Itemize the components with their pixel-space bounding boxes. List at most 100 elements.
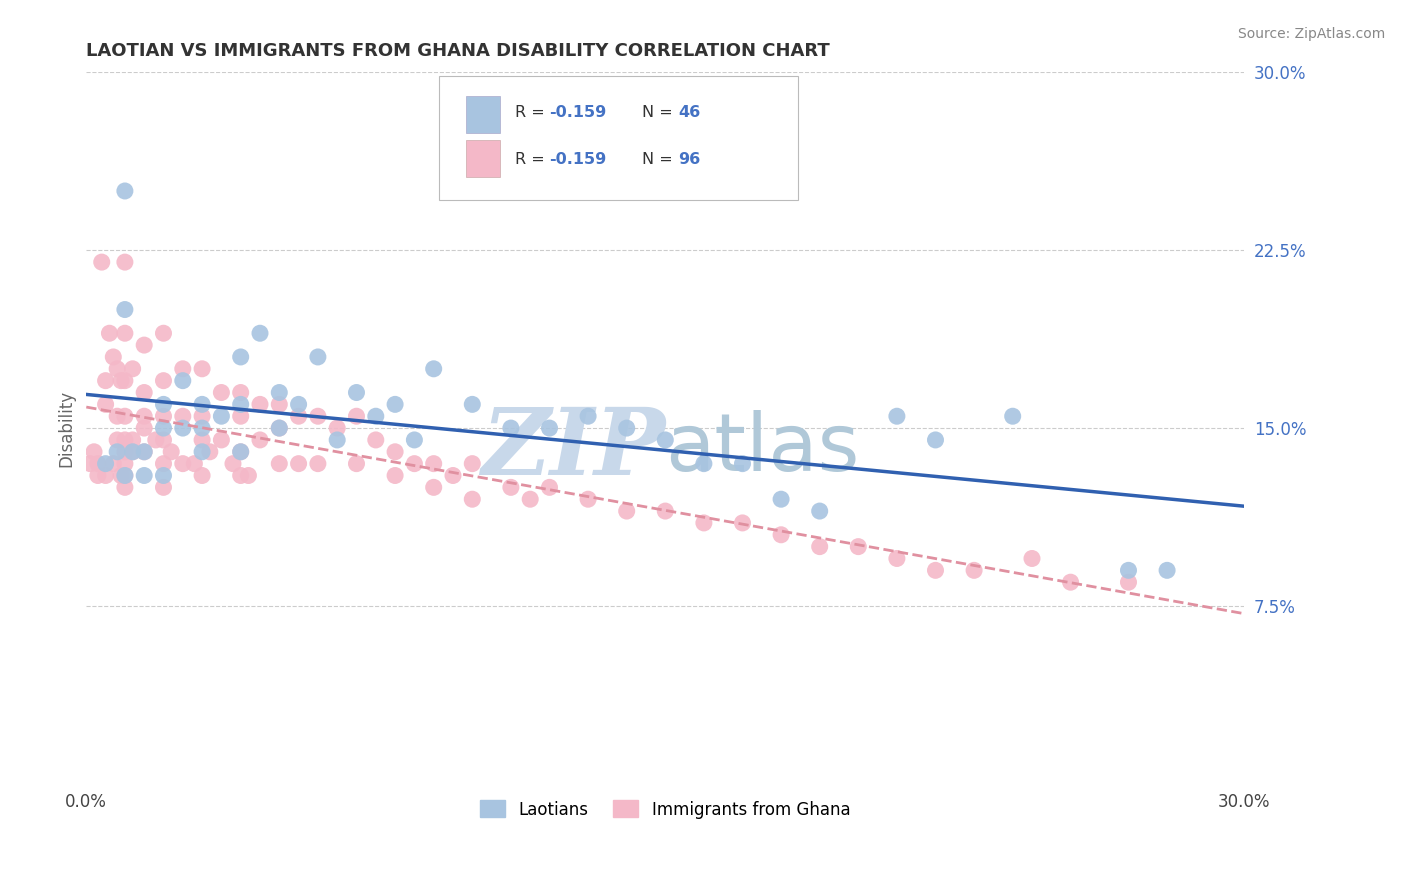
FancyBboxPatch shape <box>467 96 499 133</box>
Point <box>87 468 110 483</box>
Point <box>134 338 156 352</box>
Point <box>152 326 174 341</box>
Point <box>269 397 291 411</box>
Point <box>172 374 194 388</box>
Point <box>249 397 271 411</box>
Point <box>576 409 599 424</box>
Text: N =: N = <box>643 152 678 167</box>
Point <box>134 385 156 400</box>
Text: Source: ZipAtlas.com: Source: ZipAtlas.com <box>1237 27 1385 41</box>
Point <box>152 397 174 411</box>
Point <box>770 528 793 542</box>
Point <box>191 409 214 424</box>
Text: atlas: atlas <box>665 410 859 489</box>
Point <box>576 492 599 507</box>
Text: -0.159: -0.159 <box>550 152 607 167</box>
Point <box>134 444 156 458</box>
Point <box>94 374 117 388</box>
Point <box>499 421 522 435</box>
Point <box>160 444 183 458</box>
FancyBboxPatch shape <box>440 76 799 201</box>
Point <box>346 385 368 400</box>
Point <box>114 433 136 447</box>
Point <box>229 397 252 411</box>
Point <box>616 504 638 518</box>
Point <box>90 255 112 269</box>
Point <box>114 480 136 494</box>
Point <box>191 361 214 376</box>
Point <box>963 563 986 577</box>
Point <box>846 540 869 554</box>
Point <box>98 326 121 341</box>
Point <box>114 409 136 424</box>
Point <box>326 433 349 447</box>
Point <box>924 433 946 447</box>
Point <box>808 504 831 518</box>
Point <box>654 504 676 518</box>
Point <box>209 409 232 424</box>
Point <box>731 516 754 530</box>
Point <box>422 457 444 471</box>
FancyBboxPatch shape <box>467 140 499 177</box>
Point <box>105 433 128 447</box>
Point <box>886 409 908 424</box>
Point <box>191 421 214 435</box>
Point <box>79 457 101 471</box>
Point <box>121 444 143 458</box>
Point <box>616 421 638 435</box>
Point <box>114 468 136 483</box>
Point <box>384 397 406 411</box>
Point <box>152 421 174 435</box>
Point <box>105 361 128 376</box>
Point <box>103 457 125 471</box>
Point <box>461 492 484 507</box>
Point <box>346 457 368 471</box>
Point <box>172 457 194 471</box>
Point <box>229 468 252 483</box>
Point <box>269 421 291 435</box>
Point <box>152 480 174 494</box>
Point <box>145 433 167 447</box>
Point <box>326 421 349 435</box>
Point <box>384 444 406 458</box>
Point <box>422 480 444 494</box>
Point <box>1001 409 1024 424</box>
Point <box>114 457 136 471</box>
Point <box>209 385 232 400</box>
Point <box>499 480 522 494</box>
Point <box>110 468 132 483</box>
Point <box>103 350 125 364</box>
Point <box>422 361 444 376</box>
Point <box>121 433 143 447</box>
Point <box>307 350 329 364</box>
Point <box>87 457 110 471</box>
Point <box>209 433 232 447</box>
Point <box>152 433 174 447</box>
Y-axis label: Disability: Disability <box>58 390 75 467</box>
Point <box>229 385 252 400</box>
Point <box>114 326 136 341</box>
Point <box>886 551 908 566</box>
Point <box>114 255 136 269</box>
Point <box>1118 575 1140 590</box>
Point <box>770 492 793 507</box>
Point <box>121 444 143 458</box>
Point <box>269 421 291 435</box>
Point <box>172 361 194 376</box>
Point <box>538 421 561 435</box>
Point <box>183 457 205 471</box>
Point <box>152 457 174 471</box>
Point <box>654 433 676 447</box>
Point <box>110 374 132 388</box>
Point <box>441 468 464 483</box>
Point <box>404 433 426 447</box>
Point <box>693 516 716 530</box>
Point <box>94 468 117 483</box>
Point <box>134 409 156 424</box>
Point <box>924 563 946 577</box>
Point <box>114 184 136 198</box>
Point <box>731 457 754 471</box>
Point <box>83 444 105 458</box>
Text: R =: R = <box>515 152 550 167</box>
Point <box>152 468 174 483</box>
